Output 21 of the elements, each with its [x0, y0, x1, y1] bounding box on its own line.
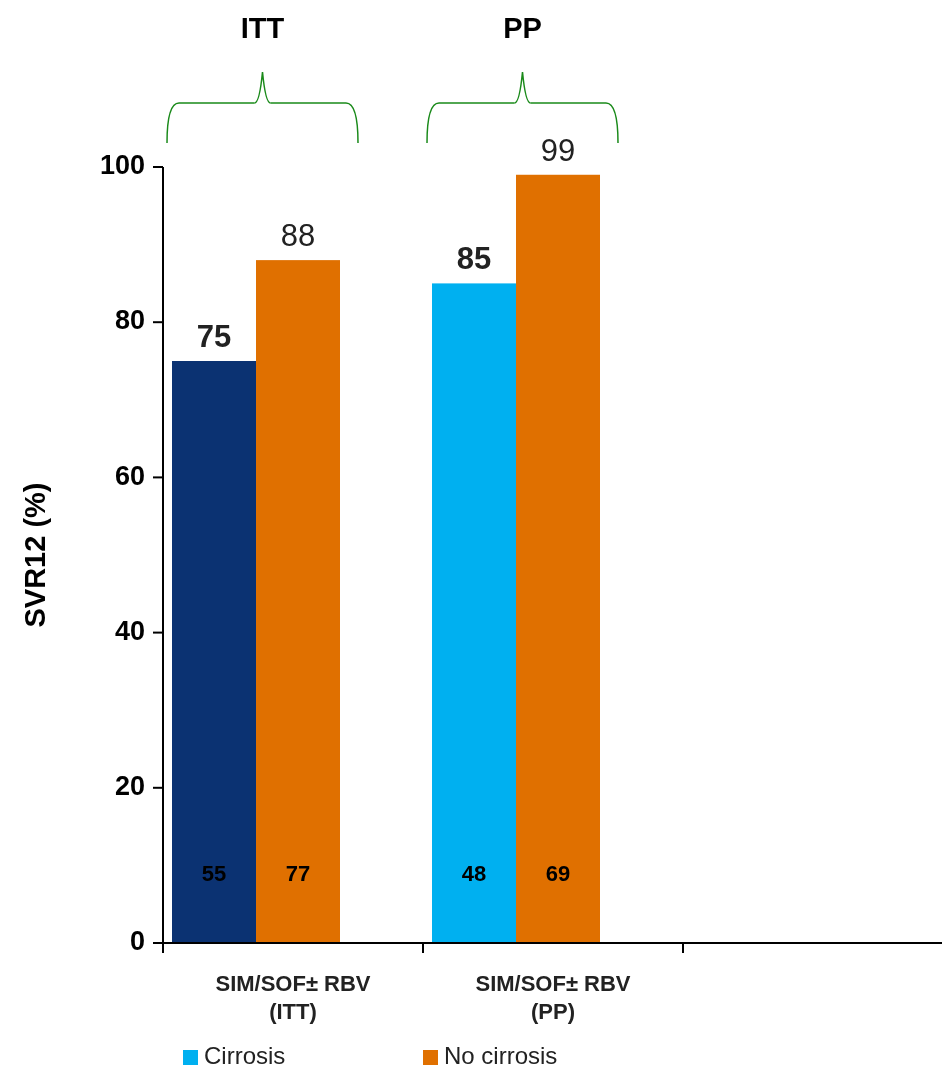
y-tick-label: 80: [114, 305, 145, 336]
data-label: 99: [540, 132, 576, 168]
data-label: 85: [456, 241, 492, 277]
legend-label: Cirrosis: [204, 1042, 286, 1070]
x-tick-label: SIM/SOF± RBV (ITT): [215, 971, 371, 1024]
y-tick-label: 60: [114, 460, 145, 491]
y-axis-title: SVR12 (%): [19, 482, 51, 628]
text: PP: [503, 12, 542, 44]
text: ITT: [240, 12, 285, 44]
y-tick-label: 20: [114, 770, 145, 801]
annotation: 55: [201, 860, 227, 886]
x-tick-label: SIM/SOF± RBV (PP): [475, 971, 631, 1024]
data-label: 88: [280, 218, 316, 254]
annotation: 77: [285, 860, 311, 886]
legend-label: No cirrosis: [444, 1042, 558, 1070]
annotation: 48: [461, 860, 487, 886]
y-tick-label: 0: [129, 926, 145, 957]
y-tick-label: 100: [99, 150, 145, 181]
annotation: 69: [545, 860, 571, 886]
data-label: 75: [196, 319, 232, 354]
y-tick-label: 40: [114, 615, 145, 646]
